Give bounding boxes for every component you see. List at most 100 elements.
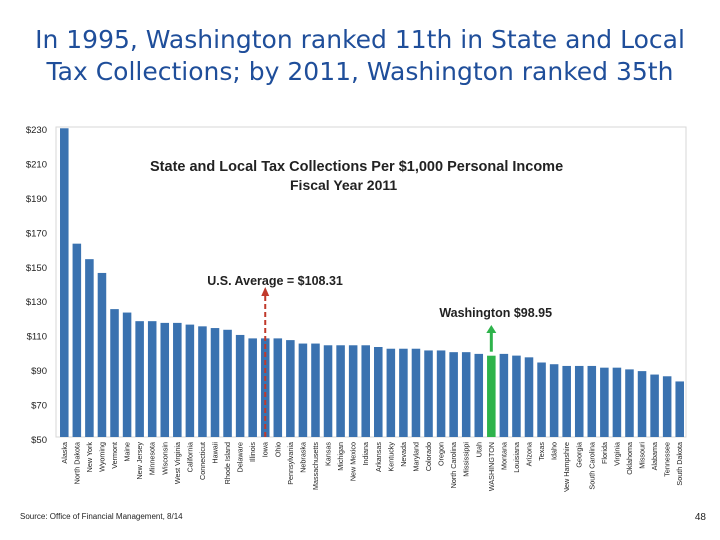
bar-new-york — [85, 259, 94, 437]
x-tick-label: New York — [85, 442, 94, 473]
x-tick-label: Oregon — [437, 442, 446, 466]
x-tick-label: WASHINGTON — [487, 442, 496, 491]
bar-mississippi — [461, 352, 471, 437]
chart-subtitle: Fiscal Year 2011 — [290, 177, 397, 193]
bar-idaho — [549, 364, 559, 437]
bar-louisiana — [512, 355, 521, 437]
x-tick-label: Arizona — [525, 442, 534, 466]
bar-utah — [474, 353, 484, 437]
washington-label: Washington $98.95 — [439, 306, 552, 320]
x-tick-label: Colorado — [424, 442, 433, 471]
x-tick-label: Utah — [474, 442, 483, 457]
x-tick-label: Illinois — [248, 442, 257, 462]
bar-new-hampshire — [562, 365, 571, 437]
x-tick-label: Mississippi — [462, 442, 471, 477]
y-tick-label: $150 — [26, 263, 47, 274]
y-tick-label: $210 — [26, 159, 47, 170]
x-tick-label: Michigan — [336, 442, 345, 471]
x-tick-label: Maryland — [411, 442, 420, 472]
bar-vermont — [110, 309, 119, 437]
bar-arizona — [524, 357, 534, 437]
tax-collections-chart: $50 $70 $90 $110 $130 $150 $170 $190 $210 $230 Al… — [26, 125, 687, 492]
x-tick-label: Vermont — [110, 442, 119, 469]
x-axis-labels: Alaska North Dakota New York Wyoming Vermont… — [60, 442, 684, 492]
us-average-arrow-head — [261, 287, 270, 296]
bar-massachusetts — [311, 343, 320, 437]
x-tick-label: Florida — [600, 442, 609, 464]
x-tick-label: Pennsylvania — [286, 442, 295, 485]
bar-west-virginia — [173, 322, 182, 437]
bar-pennsylvania — [286, 340, 295, 437]
bar-virginia — [612, 367, 622, 437]
x-tick-label: North Dakota — [72, 442, 81, 484]
bar-south-dakota — [675, 381, 684, 437]
bar-washington — [487, 355, 496, 437]
bar-michigan — [336, 345, 345, 437]
slide-title-line2: Tax Collections; by 2011, Washington ran… — [46, 57, 674, 86]
y-tick-label: $170 — [26, 228, 47, 239]
bar-nebraska — [298, 343, 308, 437]
x-tick-label: Idaho — [550, 442, 559, 460]
x-tick-label: Kentucky — [386, 442, 395, 472]
x-tick-label: South Carolina — [587, 442, 596, 490]
y-tick-label: $130 — [26, 297, 47, 308]
page-number: 48 — [694, 512, 706, 523]
x-tick-label: Delaware — [236, 442, 245, 472]
bar-series — [60, 128, 684, 437]
us-average-label: U.S. Average = $108.31 — [207, 274, 343, 288]
bar-new-jersey — [135, 321, 144, 437]
y-tick-label: $90 — [31, 366, 47, 377]
x-tick-label: New Jersey — [135, 442, 144, 480]
bar-maine — [122, 312, 132, 437]
bar-kansas — [323, 345, 333, 437]
bar-north-carolina — [449, 352, 458, 437]
bar-ohio — [273, 338, 283, 437]
y-tick-label: $110 — [27, 332, 47, 343]
bar-north-dakota — [72, 243, 82, 437]
slide-title: In 1995, Washington ranked 11th in State… — [0, 24, 720, 88]
source-note: Source: Office of Financial Management, … — [20, 512, 183, 521]
bar-california — [185, 324, 195, 437]
x-tick-label: Indiana — [361, 442, 370, 466]
bar-alaska — [60, 128, 69, 437]
x-tick-label: Hawaii — [211, 442, 220, 464]
y-tick-label: $70 — [31, 401, 47, 412]
x-tick-label: New Hampshire — [562, 442, 571, 492]
bar-oklahoma — [625, 369, 634, 437]
x-tick-label: North Carolina — [449, 442, 458, 488]
bar-maryland — [411, 348, 421, 437]
bar-delaware — [235, 334, 245, 437]
bar-alabama — [650, 374, 659, 437]
washington-arrow-head — [486, 325, 497, 333]
bar-connecticut — [198, 326, 207, 437]
x-tick-label: Virginia — [612, 442, 621, 466]
y-tick-label: $190 — [26, 194, 47, 205]
bar-new-mexico — [348, 345, 358, 437]
bar-georgia — [574, 365, 584, 437]
bar-indiana — [361, 345, 370, 437]
x-tick-label: Georgia — [575, 442, 584, 468]
x-tick-label: Montana — [499, 442, 508, 470]
x-tick-label: Iowa — [261, 442, 270, 457]
x-tick-label: Nebraska — [298, 442, 307, 473]
x-tick-label: California — [185, 442, 194, 472]
y-axis: $50 $70 $90 $110 $130 $150 $170 $190 $210 $230 — [26, 125, 47, 446]
x-tick-label: Oklahoma — [625, 442, 634, 475]
bar-montana — [499, 353, 509, 437]
x-tick-label: Kansas — [324, 442, 333, 466]
bar-texas — [537, 362, 546, 437]
chart-title: State and Local Tax Collections Per $1,0… — [150, 159, 563, 175]
x-tick-label: Connecticut — [198, 442, 207, 480]
bar-arkansas — [374, 347, 383, 437]
x-tick-label: Missouri — [638, 442, 647, 469]
x-tick-label: Maine — [123, 442, 132, 462]
bar-nevada — [399, 348, 408, 437]
bar-tennessee — [662, 376, 672, 437]
x-tick-label: Texas — [537, 442, 546, 461]
bar-south-carolina — [587, 365, 597, 437]
x-tick-label: West Virginia — [173, 442, 182, 484]
x-tick-label: Tennessee — [663, 442, 672, 477]
bar-hawaii — [210, 328, 220, 437]
bar-wyoming — [97, 272, 107, 437]
x-tick-label: South Dakota — [675, 442, 684, 486]
